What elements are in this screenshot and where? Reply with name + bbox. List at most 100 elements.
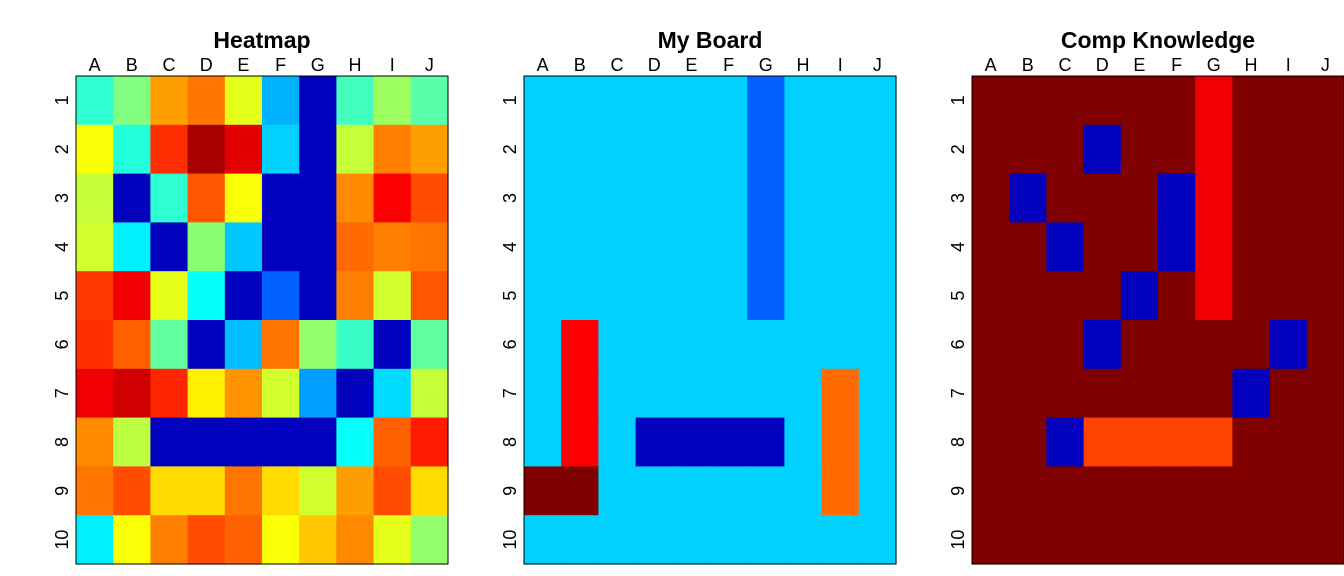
heatmap-cell-J1 [1306, 76, 1344, 126]
heatmap-cell-A2 [972, 124, 1010, 175]
heatmap-cell-H6 [1232, 320, 1271, 370]
heatmap-cell-A2 [524, 124, 562, 175]
heatmap-cell-B6 [561, 320, 599, 370]
heatmap-cell-B6 [1009, 320, 1047, 370]
heatmap-cell-A8 [76, 417, 114, 467]
x-tick-label: B [126, 55, 138, 75]
heatmap-cell-I6 [1269, 320, 1308, 370]
chart-title: My Board [658, 27, 763, 53]
heatmap-cell-D6 [1083, 320, 1122, 370]
heatmap-cell-J9 [858, 466, 897, 516]
heatmap-cell-A6 [76, 320, 114, 370]
heatmap-cell-I6 [373, 320, 412, 370]
heatmap-cell-E9 [224, 466, 263, 516]
heatmap-cell-A1 [76, 76, 114, 126]
heatmap-cell-J5 [1306, 271, 1344, 321]
y-tick-label: 5 [500, 291, 520, 301]
heatmap-cell-G7 [1195, 368, 1233, 419]
heatmap-cell-A7 [524, 368, 562, 419]
heatmap-panel-2: My Board A B C D E F G H I J 1 2 3 4 5 6 7 8 9 10 [500, 27, 897, 565]
x-tick-label: I [1286, 55, 1291, 75]
heatmap-cell-H3 [784, 173, 823, 223]
heatmap-cell-G8 [299, 417, 337, 467]
heatmap-cell-D3 [635, 173, 674, 223]
chart-title: Comp Knowledge [1061, 27, 1255, 53]
heatmap-cell-F9 [710, 466, 748, 516]
heatmap-cell-D7 [1083, 368, 1122, 419]
heatmap-cell-C7 [598, 368, 637, 419]
heatmap-cell-J1 [410, 76, 449, 126]
heatmap-cell-E4 [1120, 222, 1159, 272]
heatmap-cell-H1 [1232, 76, 1271, 126]
heatmap-cell-C9 [598, 466, 637, 516]
heatmap-cell-A8 [524, 417, 562, 467]
heatmap-cell-D10 [1083, 515, 1122, 565]
heatmap-cell-J8 [858, 417, 897, 467]
heatmap-cell-D5 [187, 271, 226, 321]
heatmap-cell-G6 [1195, 320, 1233, 370]
chart-title: Heatmap [213, 27, 310, 53]
heatmap-cell-B7 [113, 368, 151, 419]
x-tick-label: F [275, 55, 286, 75]
y-tick-label: 2 [948, 144, 968, 154]
heatmap-cell-G2 [1195, 124, 1233, 175]
y-tick-label: 5 [52, 291, 72, 301]
heatmap-cell-C1 [598, 76, 637, 126]
heatmap-cell-J9 [1306, 466, 1344, 516]
x-tick-label: G [1207, 55, 1221, 75]
heatmap-cell-A7 [972, 368, 1010, 419]
y-tick-label: 9 [948, 486, 968, 496]
heatmap-cell-I9 [1269, 466, 1308, 516]
heatmap-cell-H7 [336, 368, 375, 419]
heatmap-cell-B3 [561, 173, 599, 223]
heatmap-cell-D8 [187, 417, 226, 467]
heatmap-cell-F10 [1158, 515, 1196, 565]
heatmap-cell-J7 [858, 368, 897, 419]
y-tick-label: 2 [52, 144, 72, 154]
heatmap-cell-B5 [561, 271, 599, 321]
x-tick-label: B [1022, 55, 1034, 75]
heatmap-cell-H9 [784, 466, 823, 516]
x-tick-label: J [873, 55, 882, 75]
heatmap-cell-D3 [1083, 173, 1122, 223]
heatmap-cell-C5 [1046, 271, 1085, 321]
heatmap-cell-H4 [784, 222, 823, 272]
x-tick-label: D [200, 55, 213, 75]
heatmap-cell-B7 [1009, 368, 1047, 419]
heatmap-cell-H8 [336, 417, 375, 467]
heatmap-cell-I7 [1269, 368, 1308, 419]
x-tick-label: E [685, 55, 697, 75]
heatmap-cell-B3 [1009, 173, 1047, 223]
y-tick-label: 10 [500, 530, 520, 550]
x-tick-label: H [1245, 55, 1258, 75]
x-tick-label: E [237, 55, 249, 75]
heatmap-cell-B10 [113, 515, 151, 565]
heatmap-cell-I3 [373, 173, 412, 223]
heatmap-cell-A5 [524, 271, 562, 321]
heatmap-cell-J6 [858, 320, 897, 370]
heatmap-cell-B3 [113, 173, 151, 223]
heatmap-cell-A4 [76, 222, 114, 272]
heatmap-cell-G9 [299, 466, 337, 516]
heatmap-cell-F8 [262, 417, 300, 467]
heatmap-cell-C1 [150, 76, 189, 126]
heatmap-cell-F6 [710, 320, 748, 370]
heatmap-cell-D5 [635, 271, 674, 321]
heatmap-cell-A8 [972, 417, 1010, 467]
heatmap-cell-J4 [410, 222, 449, 272]
heatmap-cell-J10 [858, 515, 897, 565]
heatmap-cell-E10 [1120, 515, 1159, 565]
heatmap-cell-B10 [561, 515, 599, 565]
heatmap-cell-F5 [262, 271, 300, 321]
heatmap-cell-F7 [1158, 368, 1196, 419]
heatmap-cell-B6 [113, 320, 151, 370]
y-tick-label: 1 [948, 95, 968, 105]
heatmap-cell-C3 [150, 173, 189, 223]
x-tick-label: D [1096, 55, 1109, 75]
heatmap-cell-E4 [224, 222, 263, 272]
heatmap-cell-G2 [299, 124, 337, 175]
heatmap-cell-F4 [262, 222, 300, 272]
y-tick-label: 1 [52, 95, 72, 105]
heatmap-cell-E9 [672, 466, 711, 516]
y-tick-label: 5 [948, 291, 968, 301]
